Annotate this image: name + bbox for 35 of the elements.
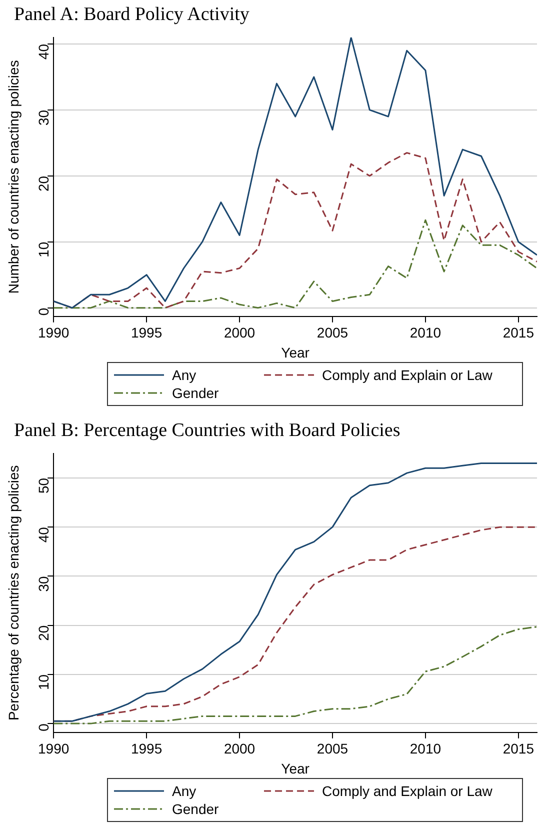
y-tick-label: 10	[35, 674, 52, 690]
y-tick-label: 20	[35, 625, 52, 641]
x-tick-label: 1990	[38, 324, 70, 341]
x-tick-label: 1995	[130, 740, 162, 757]
chart-title: Panel A: Board Policy Activity	[13, 3, 250, 26]
y-tick-label: 10	[35, 242, 52, 258]
y-tick-label: 0	[35, 723, 52, 732]
y-axis-title: Percentage of countries enacting policies	[5, 465, 22, 721]
y-tick-label: 40	[35, 44, 52, 60]
x-tick-label: 2000	[224, 740, 256, 757]
legend-label: Comply and Explain or Law	[322, 783, 492, 799]
y-tick-label: 0	[35, 308, 52, 316]
y-axis-title: Number of countries enacting policies	[5, 60, 22, 294]
x-tick-label: 1995	[130, 324, 162, 341]
x-tick-label: 2015	[502, 324, 534, 341]
x-tick-label: 2005	[316, 324, 348, 341]
x-tick-label: 2010	[410, 740, 442, 757]
y-tick-label: 50	[35, 478, 52, 494]
legend-label: Gender	[172, 801, 219, 817]
legend-label: Gender	[172, 385, 219, 401]
x-axis-title: Year	[281, 344, 310, 360]
y-tick-label: 40	[35, 526, 52, 543]
legend-label: Comply and Explain or Law	[322, 367, 492, 383]
y-tick-label: 30	[35, 110, 52, 126]
legend-label: Any	[172, 367, 196, 383]
x-axis-title: Year	[281, 760, 310, 776]
legend-label: Any	[172, 783, 196, 799]
x-tick-label: 2015	[502, 740, 534, 757]
x-tick-label: 2005	[316, 740, 348, 757]
x-tick-label: 2000	[224, 324, 256, 341]
x-tick-label: 1990	[38, 740, 70, 757]
y-tick-label: 30	[35, 576, 52, 592]
chart-title: Panel B: Percentage Countries with Board Policies	[13, 419, 402, 442]
y-tick-label: 20	[35, 176, 52, 192]
x-tick-label: 2010	[410, 324, 442, 341]
